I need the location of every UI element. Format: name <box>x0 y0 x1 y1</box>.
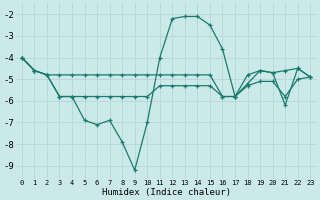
X-axis label: Humidex (Indice chaleur): Humidex (Indice chaleur) <box>101 188 231 197</box>
